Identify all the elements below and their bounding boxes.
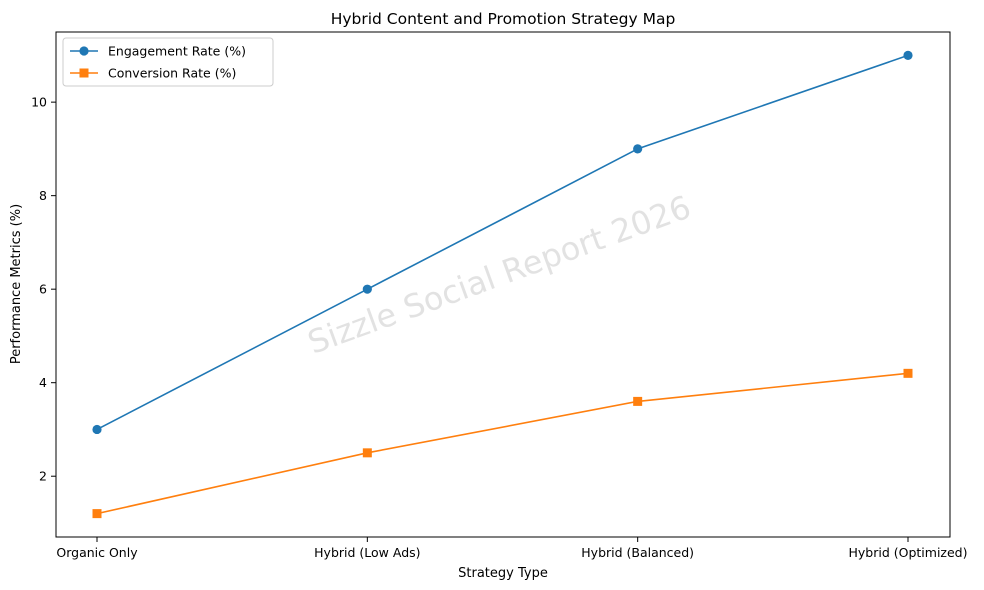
legend-marker — [79, 46, 89, 56]
plot-area — [55, 31, 951, 538]
data-point — [362, 284, 372, 294]
y-tick-label: 4 — [39, 375, 47, 390]
y-axis-label: Performance Metrics (%) — [9, 204, 24, 364]
data-point — [92, 509, 102, 519]
x-tick-label: Organic Only — [56, 545, 138, 560]
legend-box — [62, 37, 274, 87]
x-axis-label: Strategy Type — [458, 566, 548, 581]
data-point — [903, 368, 913, 378]
data-point — [903, 50, 913, 60]
legend-marker — [79, 68, 89, 78]
y-tick-label: 6 — [39, 282, 47, 297]
x-tick-label: Hybrid (Optimized) — [849, 545, 968, 560]
legend-label: Engagement Rate (%) — [108, 44, 246, 59]
x-axis: Organic Only Hybrid (Low Ads) Hybrid (Bala… — [56, 537, 968, 560]
chart-title: Hybrid Content and Promotion Strategy Ma… — [331, 10, 676, 28]
y-tick-label: 10 — [31, 95, 47, 110]
series-line-1 — [96, 54, 909, 431]
y-axis: 2 4 6 8 10 — [31, 95, 56, 484]
x-tick-label: Hybrid (Low Ads) — [314, 545, 420, 560]
data-point — [362, 448, 372, 458]
data-point — [633, 396, 643, 406]
y-tick-label: 2 — [39, 469, 47, 484]
data-point — [92, 424, 102, 435]
watermark: Sizzle Social Report 2026 — [303, 188, 696, 362]
legend-label: Conversion Rate (%) — [108, 66, 236, 81]
legend: Engagement Rate (%) Conversion Rate (%) — [62, 37, 274, 87]
x-tick-label: Hybrid (Balanced) — [581, 545, 694, 560]
data-point — [633, 144, 643, 154]
y-tick-label: 8 — [39, 188, 47, 203]
series-layer — [92, 50, 913, 519]
series-line-2 — [96, 372, 909, 515]
